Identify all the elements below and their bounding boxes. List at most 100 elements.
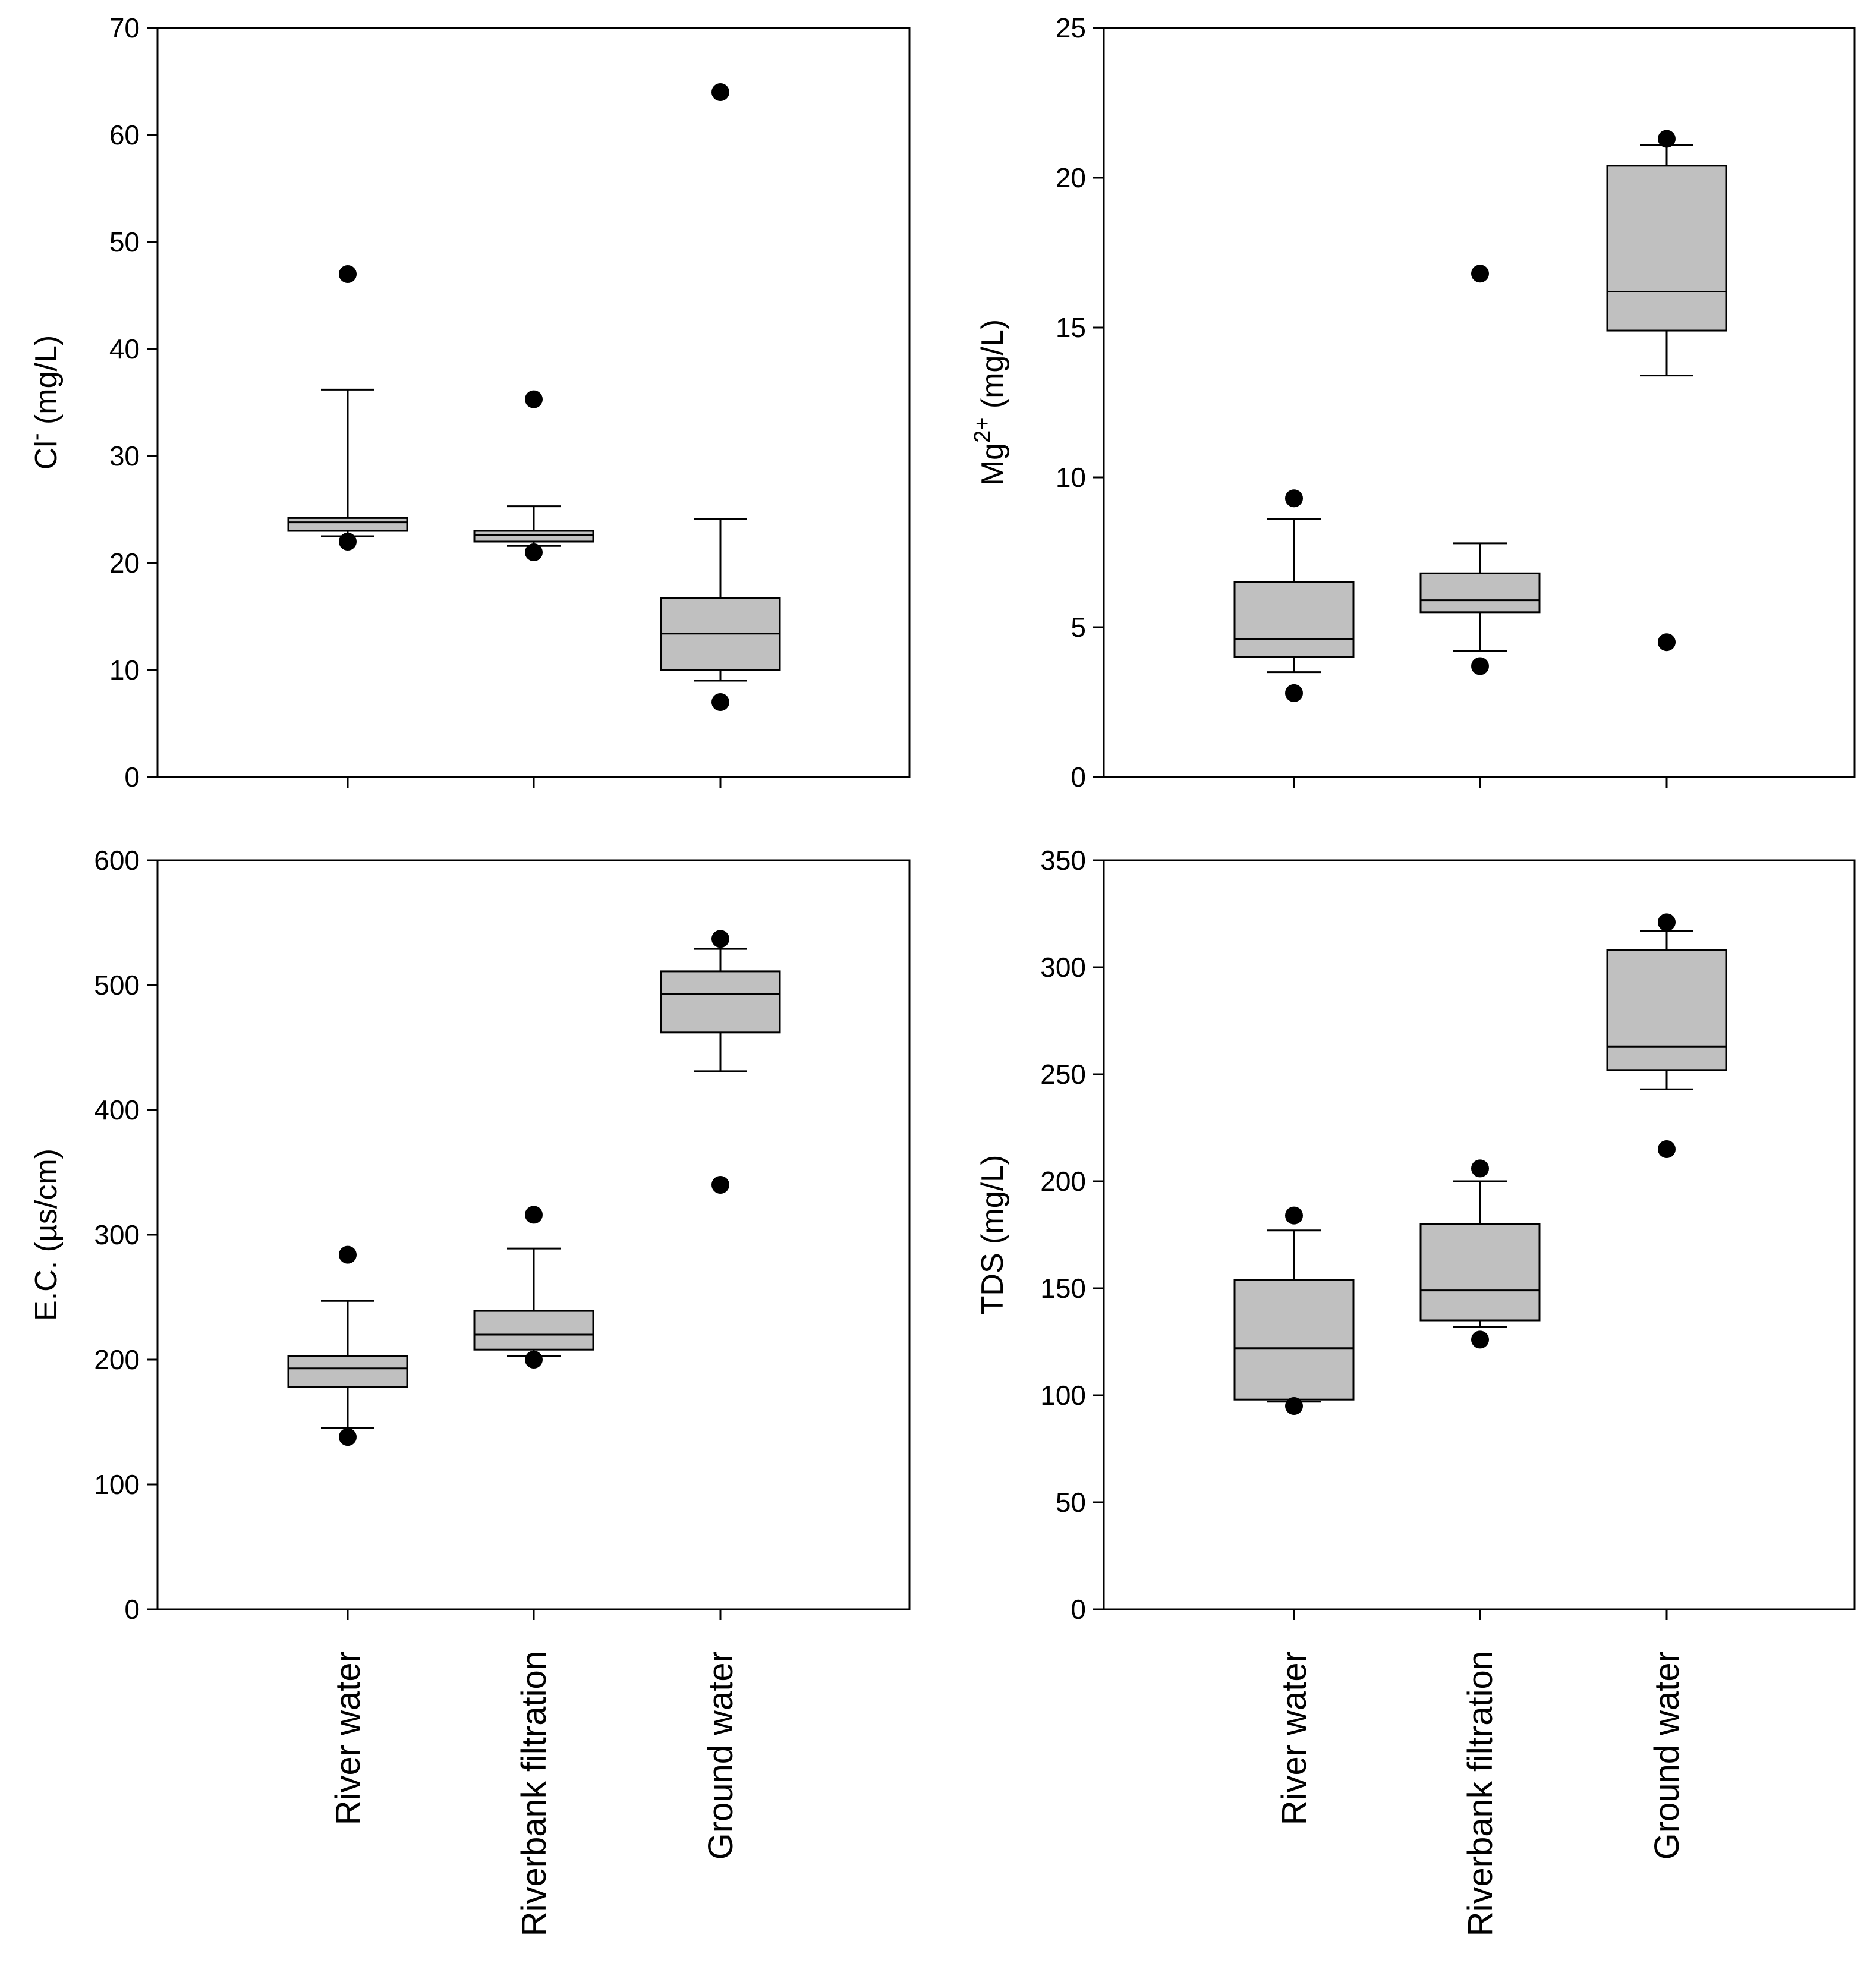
- box-riverbank-filtration: [473, 390, 594, 561]
- iqr-box: [1233, 1279, 1355, 1401]
- outlier-point: [525, 1206, 543, 1224]
- y-tick-label: 30: [109, 441, 140, 471]
- y-tick-label: 50: [109, 227, 140, 257]
- y-tick-label: 300: [94, 1219, 140, 1250]
- y-axis-label-base: E.C. (µs/cm): [29, 1149, 64, 1321]
- outlier-point: [1471, 1159, 1489, 1178]
- outlier-point: [1285, 1397, 1303, 1415]
- outlier-point: [711, 693, 729, 711]
- y-axis-label: Mg2+ (mg/L): [970, 319, 1010, 486]
- iqr-box: [660, 970, 781, 1034]
- box-riverbank-filtration: [1419, 265, 1541, 675]
- box-river-water: [1233, 1206, 1355, 1415]
- category-label: Ground water: [701, 1651, 740, 1860]
- outlier-point: [711, 83, 729, 101]
- outlier-point: [525, 543, 543, 561]
- outlier-point: [1658, 633, 1676, 652]
- chart-panel-tds: 0 50 100 150 200 250 300 350 TDS (mg/L) River wat…: [975, 845, 1856, 1936]
- box-riverbank-filtration: [1419, 1159, 1541, 1349]
- iqr-box: [1233, 581, 1355, 658]
- outlier-point: [711, 1176, 729, 1194]
- y-tick-label: 100: [94, 1469, 140, 1500]
- outlier-point: [1471, 1330, 1489, 1349]
- outlier-point: [525, 1351, 543, 1369]
- y-tick-label: 10: [109, 655, 140, 685]
- category-label: River water: [329, 1651, 367, 1825]
- y-tick-label: 15: [1056, 312, 1086, 343]
- y-tick-label: 250: [1040, 1059, 1086, 1090]
- iqr-box: [1606, 165, 1727, 332]
- iqr-box: [1606, 949, 1727, 1071]
- y-tick-label: 500: [94, 970, 140, 1001]
- y-tick-label: 0: [1071, 1594, 1086, 1625]
- y-tick-label: 200: [1040, 1166, 1086, 1197]
- y-axis-label: Cl- (mg/L): [24, 335, 64, 470]
- y-tick-label: 300: [1040, 952, 1086, 983]
- outlier-point: [339, 1428, 357, 1446]
- y-tick-label: 40: [109, 334, 140, 364]
- chart-panel-mg: 0 5 10 15 20 25 Mg2+ (mg/L): [970, 12, 1856, 792]
- plot-frame: [156, 859, 911, 1610]
- y-axis-label-superscript: -: [24, 433, 49, 441]
- y-tick-label: 350: [1040, 845, 1086, 876]
- outlier-point: [339, 533, 357, 551]
- y-axis-label: E.C. (µs/cm): [29, 1149, 64, 1321]
- category-label: Riverbank filtration: [1461, 1651, 1500, 1936]
- y-axis-label-superscript: 2+: [970, 417, 995, 443]
- box-ground-water: [1606, 130, 1727, 652]
- y-tick-label: 25: [1056, 12, 1086, 43]
- y-tick-label: 20: [109, 548, 140, 578]
- iqr-box: [1419, 572, 1541, 614]
- outlier-point: [1658, 130, 1676, 148]
- y-tick-label: 0: [124, 1594, 140, 1625]
- box-ground-water: [1606, 913, 1727, 1158]
- chart-panel-cl: 0 10 20 30 40 50 60 70 Cl- (mg/L): [24, 12, 911, 792]
- y-tick-label: 50: [1056, 1487, 1086, 1518]
- y-tick-label: 100: [1040, 1380, 1086, 1411]
- chart-panel-ec: 0 100 200 300 400 500 600 E.C. (µs/cm) River wat…: [29, 845, 911, 1936]
- y-tick-label: 150: [1040, 1273, 1086, 1304]
- outlier-point: [711, 930, 729, 948]
- y-tick-label: 20: [1056, 162, 1086, 193]
- iqr-box: [287, 517, 408, 532]
- y-axis-label-unit: (mg/L): [975, 319, 1010, 417]
- y-tick-label: 60: [109, 119, 140, 150]
- y-axis-label-base: Mg: [975, 443, 1010, 486]
- y-tick-label: 10: [1056, 462, 1086, 493]
- y-axis-label-base: Cl: [29, 441, 64, 470]
- category-label: Riverbank filtration: [515, 1651, 553, 1936]
- outlier-point: [1285, 684, 1303, 702]
- category-label: River water: [1275, 1651, 1314, 1825]
- box-riverbank-filtration: [473, 1206, 594, 1369]
- outlier-point: [1471, 657, 1489, 675]
- iqr-box: [473, 530, 594, 543]
- box-river-water: [1233, 489, 1355, 702]
- y-tick-label: 0: [124, 762, 140, 792]
- outlier-point: [1471, 265, 1489, 283]
- y-axis-label-unit: (mg/L): [29, 335, 64, 433]
- outlier-point: [1285, 1206, 1303, 1225]
- outlier-point: [525, 390, 543, 408]
- iqr-box: [287, 1355, 408, 1388]
- iqr-box: [1419, 1223, 1541, 1322]
- outlier-point: [339, 1245, 357, 1264]
- outlier-point: [1658, 1140, 1676, 1158]
- y-axis-label: TDS (mg/L): [975, 1155, 1010, 1315]
- y-axis-label-base: TDS (mg/L): [975, 1155, 1010, 1315]
- y-tick-label: 200: [94, 1344, 140, 1375]
- y-tick-label: 70: [109, 12, 140, 43]
- y-tick-label: 0: [1071, 762, 1086, 792]
- box-ground-water: [660, 930, 781, 1194]
- box-ground-water: [660, 83, 781, 711]
- iqr-box: [473, 1310, 594, 1351]
- category-label: Ground water: [1648, 1651, 1686, 1860]
- outlier-point: [1658, 913, 1676, 932]
- outlier-point: [1285, 489, 1303, 508]
- outlier-point: [339, 265, 357, 283]
- y-tick-label: 400: [94, 1094, 140, 1125]
- y-tick-label: 600: [94, 845, 140, 876]
- box-river-water: [287, 265, 408, 551]
- box-river-water: [287, 1245, 408, 1446]
- y-tick-label: 5: [1071, 612, 1086, 643]
